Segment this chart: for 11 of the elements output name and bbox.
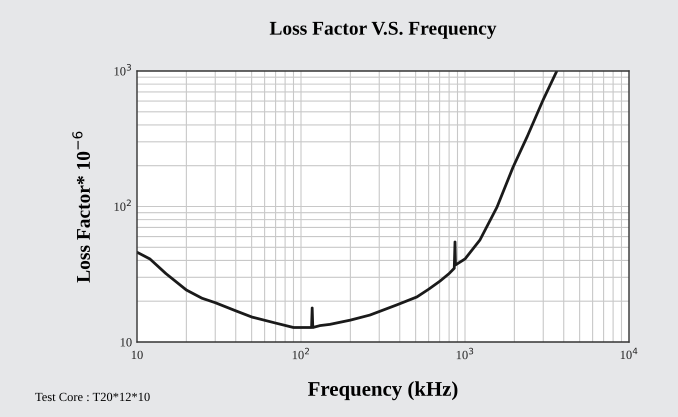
y-tick-label: 10$^{3}$ [114,64,131,76]
x-tick-label: 10$^{4}$ [620,348,638,360]
x-axis-title: Frequency (kHz) [308,381,458,400]
y-axis-title: Loss Factor* 10$^{−6}$ [72,132,90,282]
text: Test Core : T20*12*10 [35,392,150,402]
x-tick-label: 10 [132,350,143,360]
y-tick-label: 10 [120,338,132,346]
y-tick-label: 10$^{2}$ [114,200,131,211]
chart-title: Loss Factor V.S. Frequency [270,22,496,39]
x-tick-label: 10$^{2}$ [292,348,309,360]
x-tick-label: 10$^{3}$ [456,348,474,360]
